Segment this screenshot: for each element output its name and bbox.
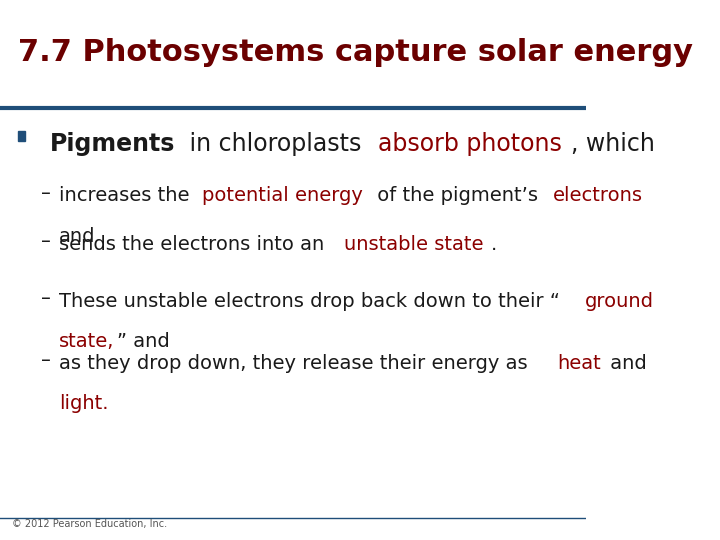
Text: ground: ground — [585, 292, 654, 310]
Text: 7.7 Photosystems capture solar energy: 7.7 Photosystems capture solar energy — [17, 38, 693, 67]
Text: Pigments: Pigments — [50, 132, 175, 156]
Text: and: and — [58, 227, 95, 246]
Text: potential energy: potential energy — [202, 186, 363, 205]
Text: –: – — [41, 289, 51, 308]
Text: These unstable electrons drop back down to their “: These unstable electrons drop back down … — [58, 292, 559, 310]
Text: sends the electrons into an: sends the electrons into an — [58, 235, 330, 254]
Text: , which: , which — [571, 132, 655, 156]
Text: of the pigment’s: of the pigment’s — [372, 186, 544, 205]
Text: light.: light. — [58, 394, 108, 413]
Text: heat: heat — [557, 354, 601, 373]
Text: –: – — [41, 351, 51, 370]
Text: .: . — [490, 235, 497, 254]
Text: absorb photons: absorb photons — [378, 132, 562, 156]
Text: as they drop down, they release their energy as: as they drop down, they release their en… — [58, 354, 534, 373]
Text: and: and — [603, 354, 647, 373]
Text: increases the: increases the — [58, 186, 195, 205]
Text: unstable state: unstable state — [344, 235, 483, 254]
Text: ” and: ” and — [117, 332, 169, 351]
Text: –: – — [41, 184, 51, 202]
Text: electrons: electrons — [554, 186, 644, 205]
Text: –: – — [41, 232, 51, 251]
Text: state,: state, — [58, 332, 114, 351]
Text: © 2012 Pearson Education, Inc.: © 2012 Pearson Education, Inc. — [12, 519, 167, 529]
FancyBboxPatch shape — [17, 131, 24, 141]
Text: in chloroplasts: in chloroplasts — [181, 132, 369, 156]
